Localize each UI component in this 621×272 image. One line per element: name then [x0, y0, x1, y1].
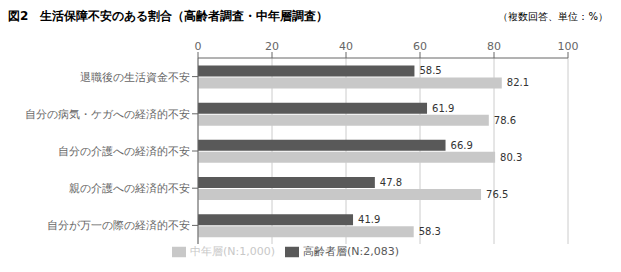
svg-text:40: 40	[339, 40, 353, 53]
svg-text:80: 80	[487, 40, 501, 53]
svg-text:66.9: 66.9	[451, 140, 473, 151]
svg-text:退職後の生活資金不安: 退職後の生活資金不安	[80, 71, 190, 84]
svg-text:100: 100	[558, 40, 579, 53]
svg-text:41.9: 41.9	[358, 214, 380, 225]
html-text:中年層(N:1,000): 中年層(N:1,000)	[190, 245, 275, 258]
svg-text:76.5: 76.5	[486, 189, 508, 200]
svg-text:78.6: 78.6	[494, 115, 516, 126]
svg-text:60: 60	[413, 40, 427, 53]
svg-text:親の介護への経済的不安: 親の介護への経済的不安	[69, 182, 190, 195]
html-text:（複数回答、単位：%）: （複数回答、単位：%）	[498, 11, 608, 22]
html-text:図2 生活保障不安のある割合（高齢者調査・中年層調査）: 図2 生活保障不安のある割合（高齢者調査・中年層調査）	[8, 9, 329, 23]
html-text:高齢者層(N:2,083): 高齢者層(N:2,083)	[303, 245, 399, 258]
svg-text:82.1: 82.1	[507, 77, 529, 88]
svg-text:自分の病気・ケガへの経済的不安: 自分の病気・ケガへの経済的不安	[25, 108, 190, 121]
svg-text:58.5: 58.5	[419, 65, 441, 76]
svg-text:自分が万一の際の経済的不安: 自分が万一の際の経済的不安	[47, 219, 190, 232]
svg-text:47.8: 47.8	[380, 177, 402, 188]
svg-text:80.3: 80.3	[500, 152, 522, 163]
svg-text:自分の介護への経済的不安: 自分の介護への経済的不安	[58, 145, 190, 158]
svg-text:0: 0	[195, 40, 202, 53]
svg-text:20: 20	[265, 40, 279, 53]
svg-text:61.9: 61.9	[432, 103, 454, 114]
svg-text:58.3: 58.3	[419, 226, 441, 237]
